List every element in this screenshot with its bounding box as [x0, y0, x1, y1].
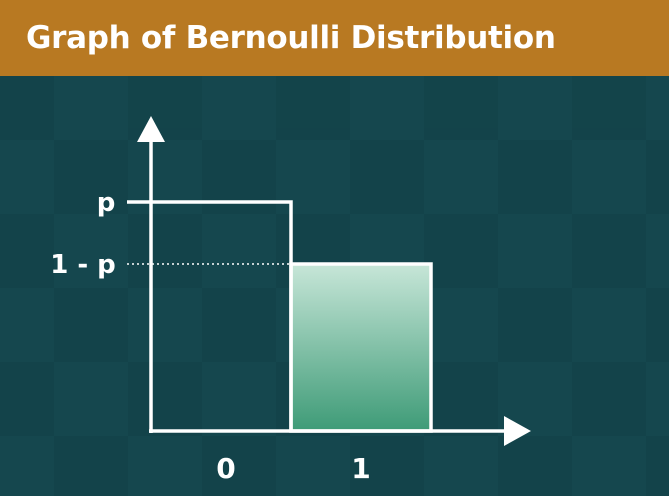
background-tile	[350, 436, 424, 496]
x-tick-label-1: 1	[351, 452, 370, 485]
background-tile	[128, 214, 202, 288]
background-tile	[424, 362, 498, 436]
x-tick-label-0: 0	[216, 452, 235, 485]
bernoulli-chart: p 1 - p 0 1	[0, 76, 669, 496]
background-tile	[202, 288, 276, 362]
background-tile	[54, 288, 128, 362]
background-tile	[54, 436, 128, 496]
background-tile	[202, 436, 276, 496]
background-tile	[498, 436, 572, 496]
background-tile	[646, 436, 669, 496]
background-tile	[350, 140, 424, 214]
bar-1-minus-p	[289, 262, 433, 433]
y-axis-arrow	[137, 116, 165, 142]
chart-title: Graph of Bernoulli Distribution	[26, 20, 556, 56]
background-tile	[54, 140, 128, 214]
background-tile	[424, 214, 498, 288]
background-tile	[128, 76, 202, 140]
background-tile	[0, 214, 54, 288]
bar-p	[151, 200, 293, 431]
background-tile	[498, 288, 572, 362]
background-tile	[572, 214, 646, 288]
background-tile	[498, 140, 572, 214]
background-tile	[424, 76, 498, 140]
x-axis-arrow	[504, 416, 531, 446]
background-tile	[572, 76, 646, 140]
background-tile	[0, 362, 54, 436]
chart-area: p 1 - p 0 1	[0, 76, 669, 496]
background-tile	[646, 140, 669, 214]
background-tile	[276, 76, 350, 140]
y-tick-label-one-minus-p: 1 - p	[50, 250, 116, 280]
title-bar: Graph of Bernoulli Distribution	[0, 0, 669, 76]
background-tile	[128, 362, 202, 436]
background-tile	[572, 362, 646, 436]
y-tick-label-p: p	[97, 188, 116, 218]
background-tile	[646, 288, 669, 362]
background-tile	[0, 76, 54, 140]
